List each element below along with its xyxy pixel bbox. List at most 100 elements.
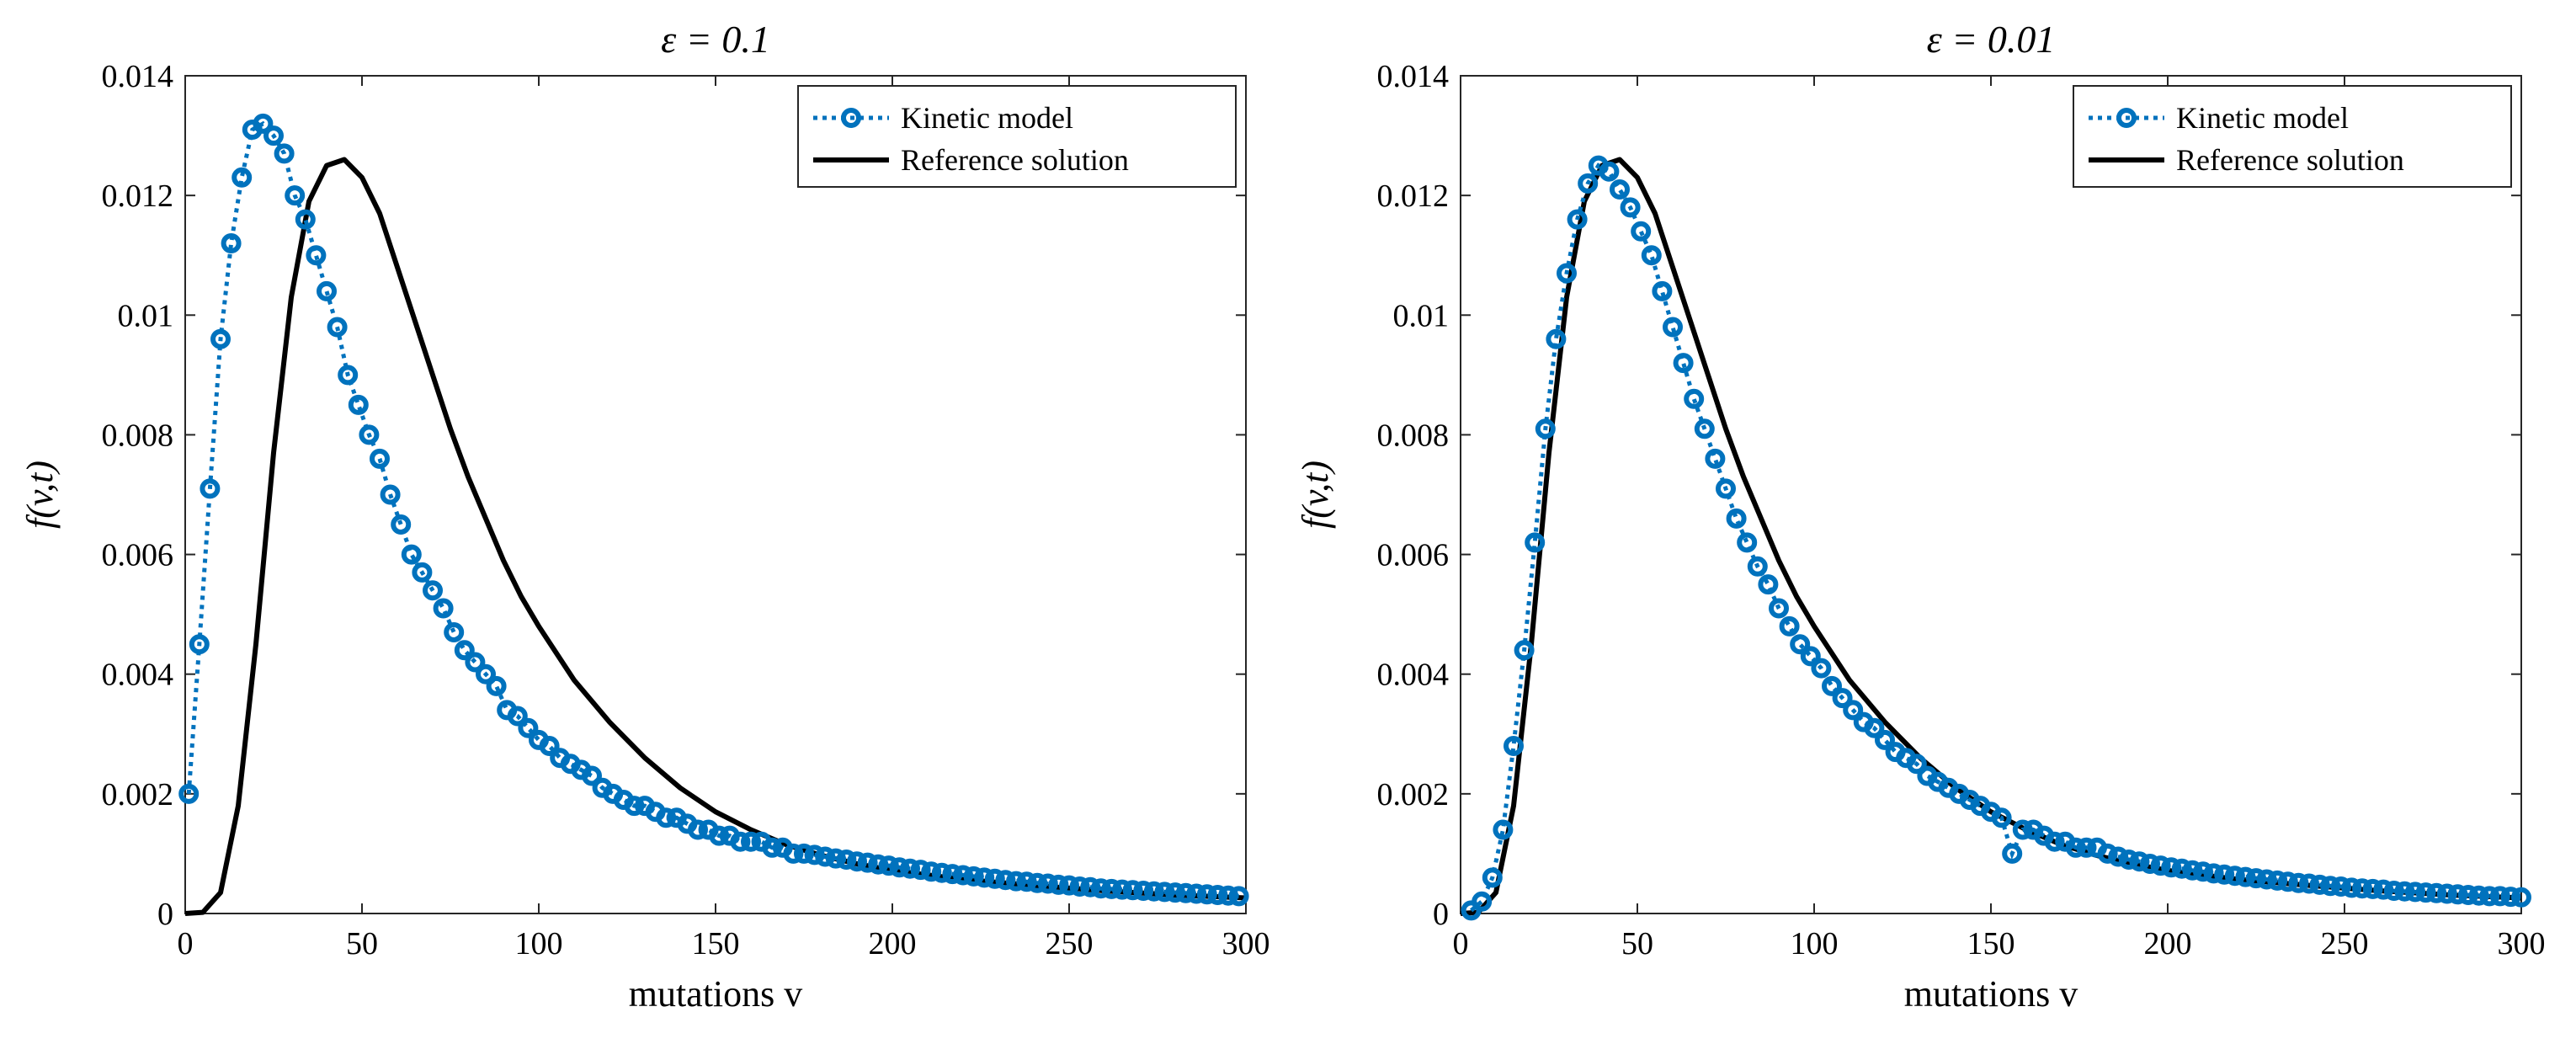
y-tick-label: 0.012 xyxy=(1377,178,1450,214)
kinetic-point xyxy=(1546,328,1567,349)
kinetic-point xyxy=(963,866,984,887)
x-tick-label: 250 xyxy=(1046,926,1094,961)
kinetic-point xyxy=(1875,729,1895,750)
kinetic-point xyxy=(412,562,433,583)
kinetic-point xyxy=(1832,688,1853,709)
x-tick-label: 150 xyxy=(1967,926,2015,961)
kinetic-point xyxy=(730,831,751,852)
kinetic-point xyxy=(221,233,242,253)
kinetic-point xyxy=(306,245,327,266)
kinetic-point xyxy=(1154,882,1175,903)
kinetic-point xyxy=(2405,882,2425,903)
legend-box xyxy=(797,85,1237,188)
kinetic-point xyxy=(1716,478,1736,499)
kinetic-point xyxy=(762,837,783,858)
kinetic-point xyxy=(401,544,422,565)
kinetic-point xyxy=(2256,869,2277,890)
kinetic-point xyxy=(2458,885,2478,905)
kinetic-point xyxy=(1779,615,1800,637)
kinetic-point xyxy=(2012,819,2033,840)
ticks: 0 50 100 150 200 250 300 0 0.002 0.004 0.006 0.008 0… xyxy=(1377,59,2546,961)
kinetic-point xyxy=(1504,736,1524,756)
kinetic-point xyxy=(2373,879,2394,900)
legend-entry-kinetic: Kinetic model xyxy=(901,101,1073,135)
kinetic-point xyxy=(1694,418,1715,439)
kinetic-point xyxy=(1769,598,1789,619)
kinetic-point xyxy=(2352,878,2372,899)
kinetic-point xyxy=(582,765,602,786)
kinetic-point xyxy=(836,850,857,870)
x-tick-label: 50 xyxy=(346,926,378,961)
kinetic-point xyxy=(210,328,231,349)
legend-box xyxy=(2073,85,2512,188)
y-tick-label: 0.01 xyxy=(1393,298,1450,333)
x-tick-label: 200 xyxy=(869,926,917,961)
kinetic-point xyxy=(2182,860,2203,881)
kinetic-point xyxy=(1048,874,1069,895)
kinetic-point xyxy=(2479,886,2500,907)
kinetic-point xyxy=(2150,855,2171,876)
kinetic-point xyxy=(624,796,645,817)
kinetic-point xyxy=(921,861,942,882)
kinetic-point xyxy=(1090,878,1111,899)
kinetic-point xyxy=(1027,872,1048,893)
y-tick-label: 0.002 xyxy=(1377,777,1450,812)
x-tick-label: 0 xyxy=(178,926,194,961)
kinetic-point xyxy=(953,865,973,886)
panel-right: ε = 0.01 0 50 100 150 200 250 300 0 0.002 0.004 0.… xyxy=(1295,18,2546,1015)
y-tick-label: 0 xyxy=(157,897,173,932)
kinetic-point xyxy=(1228,886,1249,907)
kinetic-point xyxy=(1557,263,1577,284)
reference-line xyxy=(1460,157,2522,916)
kinetic-point xyxy=(380,484,401,505)
kinetic-point xyxy=(2468,885,2489,906)
kinetic-point xyxy=(2193,861,2213,882)
kinetic-point xyxy=(232,167,253,188)
kinetic-point xyxy=(1652,280,1673,301)
kinetic-point xyxy=(2224,866,2245,887)
kinetic-point xyxy=(1006,871,1026,892)
kinetic-point xyxy=(2002,843,2023,864)
kinetic-point xyxy=(656,807,677,828)
x-tick-label: 100 xyxy=(1791,926,1839,961)
kinetic-point xyxy=(889,857,910,878)
kinetic-point xyxy=(1737,532,1758,553)
x-tick-label: 250 xyxy=(2321,926,2369,961)
kinetic-point xyxy=(868,854,889,875)
y-tick-label: 0.008 xyxy=(1377,418,1450,453)
kinetic-point xyxy=(900,858,920,879)
y-tick-label: 0.008 xyxy=(102,418,174,453)
kinetic-point xyxy=(359,424,380,445)
kinetic-point xyxy=(1112,879,1132,900)
legend: Kinetic model Reference solution xyxy=(797,85,1237,188)
kinetic-series xyxy=(1461,155,2531,921)
kinetic-point xyxy=(2065,837,2086,858)
kinetic-point xyxy=(1535,418,1556,439)
kinetic-point xyxy=(2436,883,2457,904)
kinetic-point xyxy=(942,864,963,885)
kinetic-point xyxy=(285,185,306,206)
kinetic-point xyxy=(1059,875,1079,896)
kinetic-point xyxy=(2246,868,2266,889)
kinetic-point xyxy=(2277,871,2298,892)
kinetic-point xyxy=(741,831,761,852)
kinetic-point xyxy=(1493,819,1514,840)
kinetic-point xyxy=(518,717,539,738)
kinetic-point xyxy=(857,852,878,873)
kinetic-point xyxy=(1620,197,1641,218)
legend-entry-reference: Reference solution xyxy=(2176,143,2404,177)
kinetic-point xyxy=(476,663,496,684)
kinetic-point xyxy=(2203,863,2224,884)
kinetic-point xyxy=(1472,891,1493,912)
y-tick-label: 0.014 xyxy=(102,59,174,94)
kinetic-point xyxy=(878,855,899,876)
kinetic-point xyxy=(2097,843,2118,864)
kinetic-point xyxy=(2076,837,2097,858)
kinetic-point xyxy=(2415,882,2436,903)
panel-title: ε = 0.1 xyxy=(661,18,770,61)
kinetic-point xyxy=(253,113,274,134)
kinetic-point xyxy=(1991,807,2012,828)
kinetic-point xyxy=(423,580,443,601)
kinetic-point xyxy=(178,783,200,804)
